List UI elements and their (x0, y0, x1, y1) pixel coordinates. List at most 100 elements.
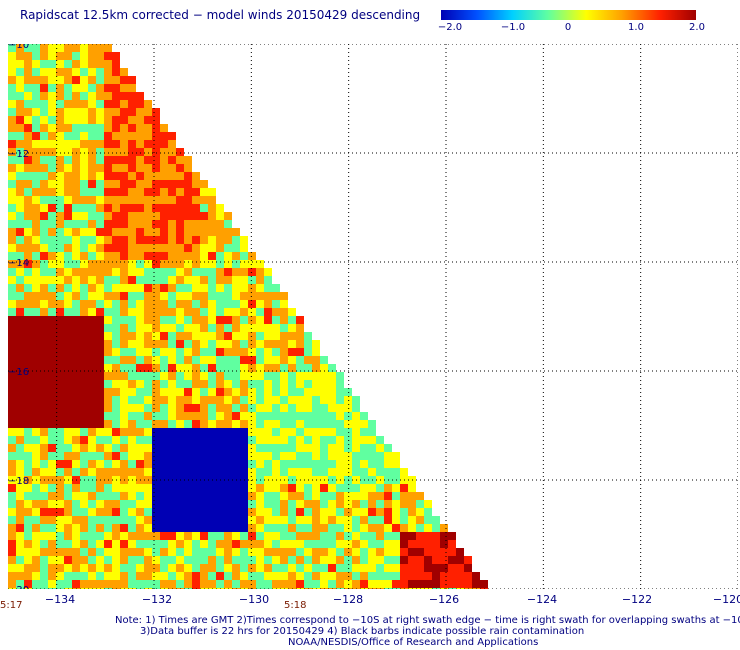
heatmap-cell (280, 404, 288, 412)
heatmap-cell (144, 500, 152, 508)
heatmap-cell (24, 188, 32, 196)
heatmap-cell (32, 396, 40, 404)
heatmap-cell (120, 68, 128, 76)
heatmap-cell (144, 228, 152, 236)
heatmap-cell (32, 116, 40, 124)
heatmap-cell (32, 228, 40, 236)
heatmap-cell (8, 180, 16, 188)
heatmap-cell (216, 556, 224, 564)
heatmap-cell (368, 468, 376, 476)
heatmap-cell (344, 444, 352, 452)
heatmap-cell (136, 468, 144, 476)
heatmap-cell (160, 460, 168, 468)
heatmap-cell (248, 532, 256, 540)
heatmap-cell (104, 60, 112, 68)
heatmap-cell (208, 540, 216, 548)
heatmap-cell (200, 572, 208, 580)
heatmap-cell (384, 468, 392, 476)
heatmap-cell (288, 332, 296, 340)
heatmap-cell (8, 580, 16, 588)
heatmap-cell (224, 548, 232, 556)
heatmap-cell (40, 116, 48, 124)
heatmap-cell (184, 372, 192, 380)
heatmap-cell (88, 188, 96, 196)
heatmap-cell (32, 524, 40, 532)
heatmap-cell (248, 356, 256, 364)
heatmap-cell (200, 468, 208, 476)
heatmap-cell (16, 196, 24, 204)
heatmap-cell (256, 572, 264, 580)
heatmap-cell (56, 420, 64, 428)
heatmap-cell (144, 540, 152, 548)
heatmap-cell (8, 548, 16, 556)
heatmap-cell (24, 308, 32, 316)
heatmap-cell (80, 364, 88, 372)
heatmap-cell (56, 236, 64, 244)
heatmap-cell (240, 444, 248, 452)
heatmap-cell (272, 484, 280, 492)
heatmap-cell (160, 404, 168, 412)
heatmap-cell (152, 268, 160, 276)
heatmap-cell (128, 524, 136, 532)
heatmap-cell (200, 340, 208, 348)
heatmap-cell (192, 236, 200, 244)
heatmap-cell (176, 452, 184, 460)
heatmap-cell (264, 396, 272, 404)
heatmap-cell (216, 252, 224, 260)
heatmap-cell (216, 388, 224, 396)
heatmap-cell (200, 508, 208, 516)
heatmap-cell (320, 444, 328, 452)
heatmap-cell (8, 556, 16, 564)
heatmap-cell (32, 436, 40, 444)
heatmap-cell (64, 76, 72, 84)
heatmap-cell (184, 444, 192, 452)
heatmap-cell (80, 404, 88, 412)
heatmap-cell (408, 580, 416, 588)
heatmap-cell (392, 540, 400, 548)
heatmap-cell (112, 180, 120, 188)
heatmap-cell (80, 108, 88, 116)
heatmap-cell (200, 236, 208, 244)
heatmap-cell (96, 84, 104, 92)
heatmap-cell (240, 404, 248, 412)
heatmap-cell (160, 124, 168, 132)
heatmap-cell (320, 460, 328, 468)
heatmap-cell (80, 452, 88, 460)
heatmap-cell (96, 92, 104, 100)
heatmap-cell (152, 356, 160, 364)
heatmap-cell (32, 548, 40, 556)
heatmap-cell (208, 492, 216, 500)
heatmap-cell (264, 484, 272, 492)
heatmap-cell (144, 444, 152, 452)
heatmap-cell (288, 548, 296, 556)
heatmap-cell (72, 60, 80, 68)
heatmap-cell (40, 532, 48, 540)
heatmap-cell (72, 540, 80, 548)
heatmap-cell (192, 268, 200, 276)
heatmap-cell (328, 468, 336, 476)
heatmap-cell (152, 436, 160, 444)
heatmap-cell (48, 92, 56, 100)
heatmap-cell (16, 548, 24, 556)
heatmap-cell (264, 316, 272, 324)
heatmap-cell (112, 68, 120, 76)
heatmap-cell (8, 100, 16, 108)
heatmap-cell (80, 228, 88, 236)
heatmap-cell (72, 252, 80, 260)
heatmap-cell (160, 148, 168, 156)
heatmap-cell (160, 196, 168, 204)
heatmap-cell (48, 380, 56, 388)
heatmap-cell (288, 372, 296, 380)
heatmap-cell (40, 148, 48, 156)
heatmap-cell (256, 276, 264, 284)
heatmap-cell (336, 524, 344, 532)
heatmap-cell (32, 444, 40, 452)
heatmap-cell (224, 268, 232, 276)
heatmap-cell (96, 324, 104, 332)
heatmap-cell (16, 532, 24, 540)
heatmap-cell (184, 500, 192, 508)
heatmap-cell (424, 508, 432, 516)
heatmap-cell (56, 212, 64, 220)
heatmap-cell (56, 468, 64, 476)
heatmap-cell (272, 468, 280, 476)
